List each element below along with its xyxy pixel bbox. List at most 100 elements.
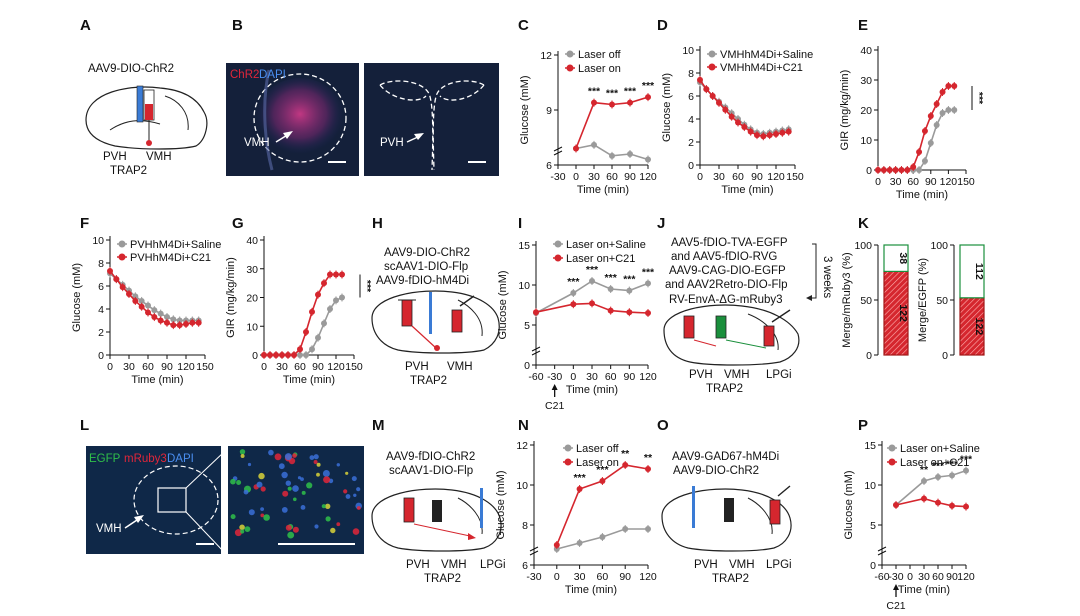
data-point	[645, 310, 651, 316]
data-point	[921, 495, 927, 502]
panel-letter: A	[80, 17, 91, 34]
y-tick-label: 0	[866, 165, 872, 177]
x-tick-label: 60	[932, 571, 944, 583]
region-label: VMH	[96, 523, 122, 535]
data-point	[645, 156, 651, 163]
data-point	[315, 291, 321, 298]
cell	[285, 524, 292, 531]
brain-schematic-icon	[85, 85, 208, 150]
axis-break-icon	[553, 146, 563, 156]
y-axis-label: Glucose (mM)	[661, 73, 673, 142]
data-point	[321, 320, 327, 327]
data-point	[189, 319, 196, 326]
data-point	[949, 472, 955, 479]
legend-label: VMHhM4Di+C21	[720, 62, 803, 74]
data-point	[735, 119, 741, 126]
cell	[239, 449, 246, 455]
cell	[258, 472, 265, 480]
x-tick-label: 0	[554, 571, 560, 583]
region-label: VMH	[244, 137, 270, 149]
y-axis-label: GIR (mg/kg/min)	[225, 257, 237, 338]
data-point	[333, 271, 339, 278]
significance-stars: ***	[642, 80, 655, 92]
significance-stars: ***	[596, 464, 609, 476]
chart-e: E 0 10 20 30 40 0 30 60 90 120 150 Time (min) GIR (mg…	[839, 17, 985, 201]
significance-stars: ***	[946, 458, 959, 470]
y-tick-label: 0	[942, 350, 948, 362]
cell	[353, 493, 357, 497]
x-tick-label: 90	[161, 361, 173, 373]
mouse-label: TRAP2	[410, 375, 447, 387]
data-point	[303, 329, 309, 335]
virus-label: AAV5-fDIO-TVA-EGFP	[671, 237, 788, 249]
data-point	[145, 309, 151, 316]
y-tick-label: 2	[98, 327, 104, 339]
x-tick-label: 90	[619, 571, 631, 583]
virus-label: scAAV1-DIO-Flp	[389, 465, 473, 477]
x-tick-label: 0	[107, 361, 113, 373]
bar-label: 38	[897, 252, 909, 264]
panel-l: L EGFP mRuby3 DAPI VMH	[80, 417, 364, 554]
region-label: LPGi	[766, 559, 792, 571]
chart-p: P 0 5 10 15 -60-30 0 30 60 90 120 Time (min) Glucose…	[843, 417, 980, 612]
data-point	[760, 133, 767, 140]
data-point	[622, 526, 629, 532]
series-line	[535, 302, 649, 314]
data-point	[779, 129, 786, 136]
data-point	[921, 128, 928, 134]
data-point	[927, 113, 934, 119]
significance-stars: ***	[567, 276, 580, 288]
data-point	[709, 93, 716, 99]
y-tick-label: 5	[870, 520, 876, 532]
cell	[352, 528, 360, 535]
data-point	[785, 128, 792, 135]
data-point	[570, 290, 577, 296]
cell	[336, 522, 341, 527]
series-line	[895, 497, 967, 508]
region-label: PVH	[405, 361, 429, 373]
region-label: PVH	[406, 559, 430, 571]
data-point	[591, 141, 597, 148]
data-point	[945, 83, 952, 89]
data-point	[703, 86, 710, 93]
x-tick-label: 0	[573, 171, 579, 183]
data-point	[609, 101, 615, 108]
cell	[274, 453, 282, 461]
y-tick-label: 15	[864, 440, 876, 452]
x-tick-label: -60	[874, 571, 889, 583]
x-tick-label: 150	[957, 176, 975, 188]
cell	[230, 514, 236, 520]
cell	[300, 477, 304, 481]
data-point	[741, 124, 748, 131]
brain-schematic-icon	[371, 290, 500, 354]
series	[261, 293, 345, 359]
significance-stars: ***	[932, 460, 945, 472]
panel-letter: M	[372, 417, 385, 434]
arrow-icon	[414, 133, 424, 140]
panel-letter: G	[232, 215, 244, 232]
y-tick-label: 6	[688, 91, 694, 103]
y-axis-label: Glucose (mM)	[497, 270, 509, 339]
data-point	[627, 99, 633, 106]
data-point	[297, 352, 303, 358]
virus-label: scAAV1-DIO-Flp	[384, 261, 468, 273]
arrow-label: C21	[886, 600, 905, 612]
y-tick-label: 100	[930, 240, 948, 252]
panel-letter: H	[372, 215, 383, 232]
y-tick-label: 8	[522, 520, 528, 532]
data-point	[327, 271, 333, 278]
y-tick-label: 0	[866, 350, 872, 362]
series	[533, 299, 651, 317]
data-point	[773, 130, 779, 137]
panel-m: M AAV9-fDIO-ChR2 scAAV1-DIO-Flp PVH VMH …	[371, 417, 506, 585]
data-point	[553, 542, 560, 548]
x-tick-label: 0	[875, 176, 881, 188]
legend-label: PVHhM4Di+C21	[130, 252, 211, 264]
panel-letter: C	[518, 17, 529, 34]
legend-label: Laser off	[578, 49, 622, 61]
panel-letter: J	[657, 215, 665, 232]
panel-h: H AAV9-DIO-ChR2 scAAV1-DIO-Flp AAV9-fDIO…	[371, 215, 500, 387]
panel-letter: E	[858, 17, 868, 34]
chart-c: C 6 9 12 -30 0 30 60 90 120 Time (min) Glucose (mM)…	[518, 17, 657, 196]
